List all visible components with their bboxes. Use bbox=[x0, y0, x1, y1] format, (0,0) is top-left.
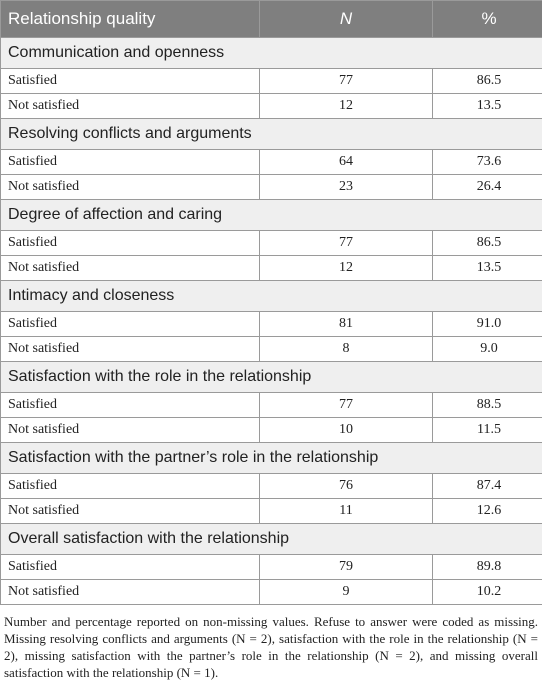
row-label: Not satisfied bbox=[0, 255, 260, 281]
section-title: Degree of affection and caring bbox=[0, 199, 542, 231]
row-label: Satisfied bbox=[0, 554, 260, 580]
cell-value: 89.8 bbox=[432, 554, 542, 580]
cell-value: 91.0 bbox=[432, 311, 542, 337]
data-row: Not satisfied 10 11.5 bbox=[0, 417, 542, 443]
row-label: Not satisfied bbox=[0, 417, 260, 443]
cell-value: 76 bbox=[259, 473, 433, 499]
cell-value: 81 bbox=[259, 311, 433, 337]
cell-value: 23 bbox=[259, 174, 433, 200]
cell-value: 86.5 bbox=[432, 230, 542, 256]
cell-value: 79 bbox=[259, 554, 433, 580]
cell-value: 77 bbox=[259, 68, 433, 94]
section-row: Intimacy and closeness bbox=[0, 280, 542, 312]
section-title: Resolving conflicts and arguments bbox=[0, 118, 542, 150]
cell-value: 64 bbox=[259, 149, 433, 175]
cell-value: 10 bbox=[259, 417, 433, 443]
data-row: Satisfied 77 88.5 bbox=[0, 392, 542, 418]
data-row: Not satisfied 8 9.0 bbox=[0, 336, 542, 362]
data-row: Satisfied 64 73.6 bbox=[0, 149, 542, 175]
row-label: Satisfied bbox=[0, 392, 260, 418]
section-row: Overall satisfaction with the relationsh… bbox=[0, 523, 542, 555]
data-row: Not satisfied 12 13.5 bbox=[0, 255, 542, 281]
section-title: Satisfaction with the role in the relati… bbox=[0, 361, 542, 393]
data-row: Satisfied 79 89.8 bbox=[0, 554, 542, 580]
row-label: Satisfied bbox=[0, 311, 260, 337]
cell-value: 88.5 bbox=[432, 392, 542, 418]
cell-value: 87.4 bbox=[432, 473, 542, 499]
data-row: Satisfied 81 91.0 bbox=[0, 311, 542, 337]
section-row: Resolving conflicts and arguments bbox=[0, 118, 542, 150]
cell-value: 77 bbox=[259, 230, 433, 256]
row-label: Not satisfied bbox=[0, 93, 260, 119]
cell-value: 9 bbox=[259, 579, 433, 605]
header-row: Relationship quality N% bbox=[0, 0, 542, 38]
cell-value: 86.5 bbox=[432, 68, 542, 94]
cell-value: 12.6 bbox=[432, 498, 542, 524]
data-row: Satisfied 77 86.5 bbox=[0, 230, 542, 256]
header-cell: N bbox=[259, 0, 433, 38]
data-row: Satisfied 77 86.5 bbox=[0, 68, 542, 94]
cell-value: 8 bbox=[259, 336, 433, 362]
row-label: Satisfied bbox=[0, 230, 260, 256]
table: Relationship quality N% Communication and … bbox=[0, 0, 542, 605]
row-label: Not satisfied bbox=[0, 174, 260, 200]
cell-value: 73.6 bbox=[432, 149, 542, 175]
cell-value: 11.5 bbox=[432, 417, 542, 443]
cell-value: 77 bbox=[259, 392, 433, 418]
row-label: Satisfied bbox=[0, 149, 260, 175]
section-title: Overall satisfaction with the relationsh… bbox=[0, 523, 542, 555]
header-cell: Relationship quality bbox=[0, 0, 260, 38]
row-label: Not satisfied bbox=[0, 579, 260, 605]
footnote: Number and percentage reported on non-mi… bbox=[4, 614, 538, 680]
row-label: Satisfied bbox=[0, 68, 260, 94]
row-label: Not satisfied bbox=[0, 498, 260, 524]
data-row: Not satisfied 23 26.4 bbox=[0, 174, 542, 200]
data-row: Satisfied 76 87.4 bbox=[0, 473, 542, 499]
section-title: Satisfaction with the partner’s role in … bbox=[0, 442, 542, 474]
data-row: Not satisfied 9 10.2 bbox=[0, 579, 542, 605]
data-row: Not satisfied 11 12.6 bbox=[0, 498, 542, 524]
cell-value: 9.0 bbox=[432, 336, 542, 362]
row-label: Not satisfied bbox=[0, 336, 260, 362]
section-row: Satisfaction with the role in the relati… bbox=[0, 361, 542, 393]
cell-value: 11 bbox=[259, 498, 433, 524]
cell-value: 10.2 bbox=[432, 579, 542, 605]
section-row: Communication and openness bbox=[0, 37, 542, 69]
cell-value: 12 bbox=[259, 255, 433, 281]
section-title: Intimacy and closeness bbox=[0, 280, 542, 312]
section-row: Satisfaction with the partner’s role in … bbox=[0, 442, 542, 474]
section-title: Communication and openness bbox=[0, 37, 542, 69]
cell-value: 26.4 bbox=[432, 174, 542, 200]
section-row: Degree of affection and caring bbox=[0, 199, 542, 231]
cell-value: 13.5 bbox=[432, 93, 542, 119]
data-row: Not satisfied 12 13.5 bbox=[0, 93, 542, 119]
cell-value: 13.5 bbox=[432, 255, 542, 281]
cell-value: 12 bbox=[259, 93, 433, 119]
row-label: Satisfied bbox=[0, 473, 260, 499]
header-cell: % bbox=[432, 0, 542, 38]
